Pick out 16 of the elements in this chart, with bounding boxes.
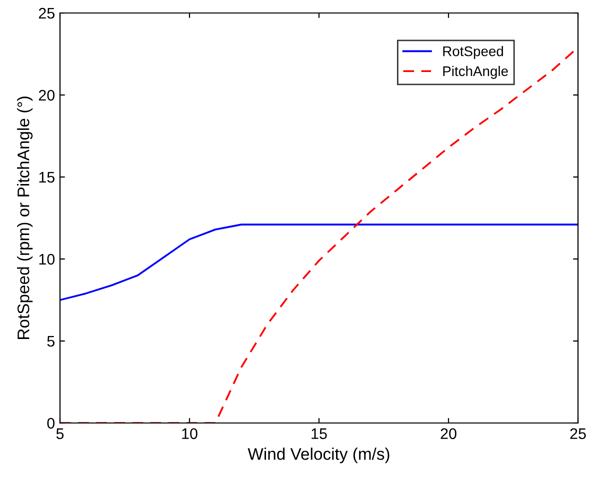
line-series: [60, 224, 578, 301]
y-tick-label: 20: [38, 90, 55, 101]
legend-label: RotSpeed: [443, 46, 503, 59]
x-tick-label: 25: [570, 428, 586, 440]
y-tick-label: 15: [39, 172, 54, 183]
legend-label: PitchAngle: [443, 66, 508, 79]
y-axis-title: RotSpeed (rpm) or PitchAngle (°): [17, 96, 33, 339]
y-tick-label: 10: [39, 254, 55, 265]
x-axis-title: Wind Velocity (m/s): [248, 448, 390, 464]
y-tick-label: 5: [47, 336, 54, 347]
x-tick-label: 10: [182, 428, 198, 440]
x-tick-label: 5: [56, 428, 64, 440]
y-tick-label: 0: [47, 418, 55, 429]
y-tick-label: 25: [38, 8, 54, 19]
x-tick-label: 15: [312, 428, 327, 440]
x-tick-label: 20: [440, 428, 456, 440]
